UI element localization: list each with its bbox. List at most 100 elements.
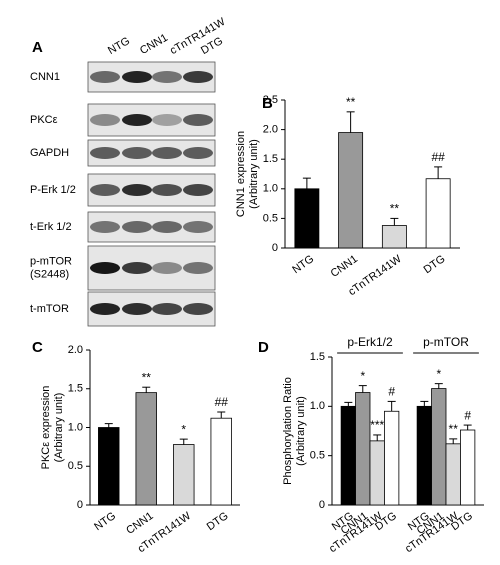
- y-tick-label: 0: [319, 499, 325, 511]
- panel-label: B: [262, 95, 273, 112]
- blot-band: [90, 184, 120, 196]
- y-tick-label: 1.0: [68, 421, 83, 433]
- group-label: p-Erk1/2: [347, 335, 393, 349]
- bar: [445, 443, 461, 506]
- significance-label: **: [449, 422, 459, 436]
- blot-band: [183, 184, 213, 196]
- y-axis-title: (Arbitrary unit): [248, 139, 260, 209]
- significance-label: ***: [370, 418, 384, 432]
- panel-label: D: [258, 339, 269, 356]
- blot-band: [90, 303, 120, 315]
- bar: [173, 444, 195, 506]
- blot-band: [122, 71, 152, 83]
- y-tick-label: 1.0: [310, 400, 325, 412]
- significance-label: **: [390, 202, 400, 216]
- row-label: (S2448): [30, 268, 69, 280]
- y-tick-label: 2.5: [263, 94, 278, 106]
- bar: [384, 410, 400, 506]
- y-tick-label: 0: [272, 242, 278, 254]
- row-label: t-Erk 1/2: [30, 221, 72, 233]
- y-tick-label: 1.5: [263, 153, 278, 165]
- row-label: CNN1: [30, 71, 60, 83]
- blot-band: [183, 71, 213, 83]
- x-tick-label: DTG: [205, 510, 231, 533]
- bar: [425, 178, 451, 249]
- row-label: PKCε: [30, 114, 58, 126]
- blot-band: [90, 221, 120, 233]
- significance-label: **: [346, 95, 356, 109]
- blot-band: [122, 303, 152, 315]
- row-label: GAPDH: [30, 147, 69, 159]
- panel-label: A: [32, 39, 43, 56]
- y-tick-label: 2.0: [68, 344, 83, 356]
- significance-label: ##: [431, 150, 445, 164]
- bar: [338, 132, 364, 249]
- significance-label: #: [464, 408, 471, 422]
- blot-band: [152, 71, 182, 83]
- blot-band: [152, 262, 182, 274]
- blot-band: [183, 147, 213, 159]
- lane-label: CNN1: [138, 32, 170, 57]
- y-tick-label: 2.0: [263, 124, 278, 136]
- y-tick-label: 1.5: [68, 383, 83, 395]
- blot-band: [183, 303, 213, 315]
- blot-band: [122, 262, 152, 274]
- y-axis-title: PKCε expression: [40, 386, 52, 470]
- y-axis-title: (Arbitrary unit): [53, 393, 65, 463]
- y-tick-label: 1.5: [310, 351, 325, 363]
- blot-band: [90, 262, 120, 274]
- x-tick-label: CNN1: [124, 510, 155, 537]
- significance-label: #: [388, 385, 395, 399]
- significance-label: *: [436, 367, 441, 381]
- row-label: p-mTOR: [30, 255, 72, 267]
- blot-band: [183, 262, 213, 274]
- significance-label: ##: [215, 395, 229, 409]
- y-tick-label: 1.0: [263, 183, 278, 195]
- blot-band: [152, 147, 182, 159]
- blot-band: [90, 114, 120, 126]
- row-label: P-Erk 1/2: [30, 184, 76, 196]
- bar: [355, 392, 371, 506]
- y-tick-label: 0.5: [68, 460, 83, 472]
- bar: [369, 440, 385, 506]
- lane-label: NTG: [106, 35, 132, 57]
- y-axis-title: (Arbitrary unit): [295, 396, 307, 466]
- blot-band: [183, 221, 213, 233]
- bar: [98, 427, 120, 506]
- x-tick-label: CNN1: [329, 253, 360, 280]
- blot-band: [122, 184, 152, 196]
- row-label: t-mTOR: [30, 303, 69, 315]
- bar: [416, 405, 432, 506]
- x-tick-label: DTG: [422, 253, 448, 276]
- bar: [294, 188, 320, 249]
- bar: [381, 225, 407, 249]
- blot-band: [90, 71, 120, 83]
- bar: [460, 429, 476, 506]
- blot-band: [122, 114, 152, 126]
- blot-band: [122, 221, 152, 233]
- blot-band: [152, 184, 182, 196]
- x-tick-label: NTG: [92, 510, 118, 533]
- bar: [431, 388, 447, 506]
- bar: [135, 392, 157, 506]
- y-tick-label: 0.5: [263, 212, 278, 224]
- significance-label: **: [142, 370, 152, 384]
- bar: [340, 405, 356, 506]
- panel-label: C: [32, 339, 43, 356]
- bar: [210, 417, 232, 506]
- significance-label: *: [181, 422, 186, 436]
- blot-band: [122, 147, 152, 159]
- x-tick-label: NTG: [290, 253, 316, 276]
- y-tick-label: 0.5: [310, 450, 325, 462]
- y-axis-title: Phosphorylation Ratio: [282, 377, 294, 485]
- y-tick-label: 0: [77, 499, 83, 511]
- blot-band: [152, 303, 182, 315]
- blot-band: [90, 147, 120, 159]
- blot-band: [152, 221, 182, 233]
- group-label: p-mTOR: [423, 335, 469, 349]
- blot-band: [152, 114, 182, 126]
- y-axis-title: CNN1 expression: [235, 131, 247, 217]
- blot-band: [183, 114, 213, 126]
- significance-label: *: [360, 369, 365, 383]
